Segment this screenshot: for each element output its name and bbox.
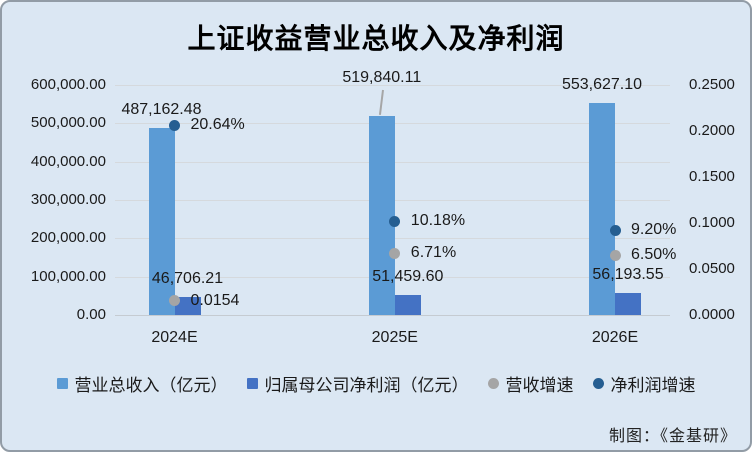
legend-label: 归属母公司净利润（亿元）	[264, 376, 469, 395]
legend-label: 营业总收入（亿元）	[74, 376, 228, 395]
net-profit-bar	[394, 295, 421, 315]
net-profit-growth-label: 10.18%	[410, 212, 466, 230]
right-axis-tick: 0.1000	[689, 214, 735, 231]
legend-label: 营收增速	[505, 376, 574, 395]
left-axis-tick: 100,000.00	[30, 267, 106, 285]
legend-item-0: 营业总收入（亿元）	[56, 371, 228, 396]
left-axis-tick: 300,000.00	[30, 191, 106, 208]
left-axis-tick: 600,000.00	[30, 76, 106, 93]
revenue-value-label: 519,840.11	[342, 69, 422, 86]
net-profit-value-label: 56,193.55	[592, 266, 664, 284]
legend-item-2: 营收增速	[487, 371, 574, 396]
legend-item-3: 净利润增速	[592, 371, 696, 396]
category-label: 2025E	[371, 329, 418, 346]
revenue-growth-label: 6.71%	[410, 244, 457, 262]
revenue-value-label: 487,162.48	[121, 101, 202, 119]
chart-title: 上证收益营业总收入及净利润	[187, 23, 565, 54]
right-axis-tick: 0.2500	[689, 76, 735, 93]
revenue-value-label: 553,627.10	[561, 75, 643, 93]
left-axis-tick: 500,000.00	[30, 114, 106, 132]
net-profit-growth-label: 9.20%	[631, 221, 677, 239]
revenue-growth-label: 6.50%	[631, 246, 677, 264]
left-axis-tick: 200,000.00	[30, 229, 106, 247]
net-profit-value-label: 46,706.21	[151, 270, 224, 288]
net-profit-growth-dot	[389, 215, 401, 227]
right-axis-tick: 0.1500	[689, 168, 735, 185]
revenue-bar	[148, 128, 175, 315]
x-axis-line	[115, 315, 670, 316]
credit-text: 制图：《金基研》	[608, 428, 737, 445]
legend-item-1: 归属母公司净利润（亿元）	[246, 371, 469, 396]
revenue-bar	[589, 102, 615, 315]
net-profit-growth-label: 20.64%	[190, 116, 245, 134]
legend: 营业总收入（亿元） 归属母公司净利润（亿元） 营收增速 净利润增速	[2, 371, 750, 396]
category-label: 2024E	[151, 329, 198, 346]
legend-label: 净利润增速	[610, 376, 696, 395]
net-profit-growth-dot	[169, 119, 180, 131]
right-axis-tick: 0.0000	[689, 306, 735, 323]
legend-circle-marker	[592, 378, 604, 389]
left-axis-tick: 400,000.00	[30, 152, 106, 170]
right-axis-tick: 0.2000	[689, 122, 735, 139]
right-axis-tick: 0.0500	[689, 260, 735, 277]
legend-square-marker	[246, 378, 258, 389]
net-profit-value-label: 51,459.60	[372, 268, 444, 286]
revenue-bar	[368, 115, 395, 315]
legend-circle-marker	[487, 378, 499, 389]
net-profit-bar	[174, 297, 201, 315]
net-profit-bar	[615, 293, 641, 315]
legend-square-marker	[56, 378, 68, 389]
revenue-growth-label: 0.0154	[190, 291, 240, 309]
category-label: 2026E	[591, 329, 639, 346]
left-axis-tick: 0.00	[76, 306, 106, 323]
revenue-growth-dot	[389, 247, 401, 259]
revenue-growth-dot	[609, 249, 621, 261]
revenue-growth-dot	[169, 295, 180, 307]
gridline	[115, 85, 670, 86]
leader-line	[378, 89, 384, 115]
net-profit-growth-dot	[609, 224, 621, 236]
